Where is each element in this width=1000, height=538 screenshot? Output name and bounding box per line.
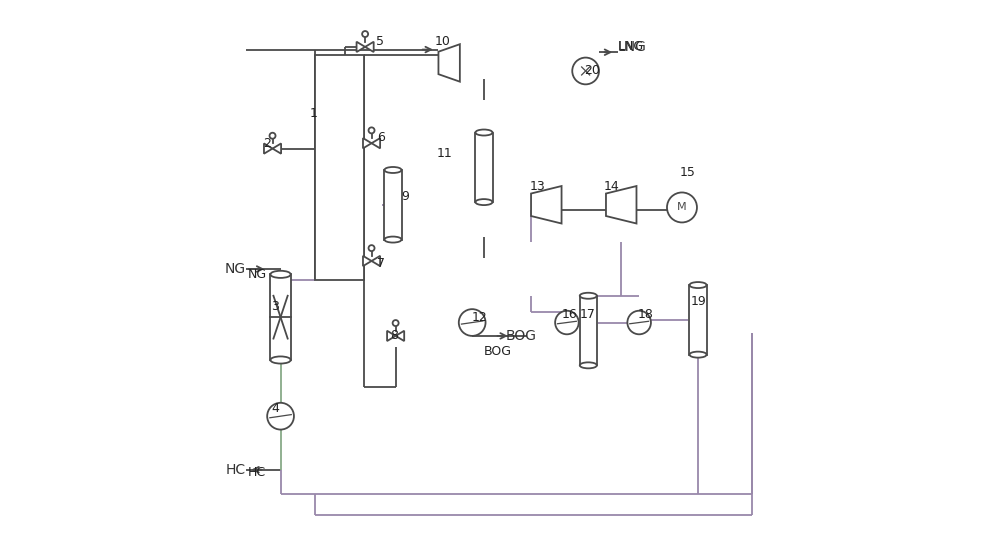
Text: M: M xyxy=(677,202,687,213)
Circle shape xyxy=(555,311,579,334)
Text: LNG: LNG xyxy=(618,40,647,54)
Circle shape xyxy=(667,193,697,222)
Ellipse shape xyxy=(475,199,493,205)
Text: 8: 8 xyxy=(390,329,398,342)
Polygon shape xyxy=(438,44,460,82)
Polygon shape xyxy=(606,186,636,223)
Ellipse shape xyxy=(689,282,707,288)
Bar xyxy=(270,274,291,360)
Text: BOG: BOG xyxy=(505,329,536,343)
Text: 12: 12 xyxy=(472,310,488,324)
Text: 3: 3 xyxy=(271,300,279,313)
Text: 18: 18 xyxy=(638,308,653,321)
Text: 10: 10 xyxy=(435,35,451,48)
Polygon shape xyxy=(363,256,372,266)
Ellipse shape xyxy=(384,237,402,243)
Text: 4: 4 xyxy=(271,402,279,415)
Circle shape xyxy=(572,58,599,84)
Text: HC: HC xyxy=(247,466,266,479)
Text: NG: NG xyxy=(225,262,246,276)
Text: 9: 9 xyxy=(401,190,409,203)
Text: 14: 14 xyxy=(603,180,619,193)
Text: HC: HC xyxy=(226,463,246,477)
Text: 1: 1 xyxy=(310,107,318,121)
Text: 13: 13 xyxy=(529,180,545,193)
Polygon shape xyxy=(531,186,562,223)
Ellipse shape xyxy=(475,130,493,136)
Text: 16: 16 xyxy=(562,308,578,321)
Ellipse shape xyxy=(270,357,291,364)
Text: 11: 11 xyxy=(437,147,453,160)
Ellipse shape xyxy=(384,167,402,173)
Text: 7: 7 xyxy=(377,257,385,270)
Circle shape xyxy=(369,245,375,251)
Ellipse shape xyxy=(580,293,597,299)
Polygon shape xyxy=(365,42,374,52)
Text: 20: 20 xyxy=(584,65,600,77)
Text: NG: NG xyxy=(247,268,267,281)
Circle shape xyxy=(627,311,651,334)
Text: 6: 6 xyxy=(377,131,385,144)
Text: 15: 15 xyxy=(680,166,696,179)
Text: 19: 19 xyxy=(691,295,707,308)
Text: BOG: BOG xyxy=(484,345,512,358)
Bar xyxy=(384,170,402,239)
Polygon shape xyxy=(357,42,365,52)
Circle shape xyxy=(393,320,399,326)
Polygon shape xyxy=(387,331,396,341)
Bar xyxy=(315,55,364,280)
Bar xyxy=(475,132,493,202)
Circle shape xyxy=(270,133,276,139)
Circle shape xyxy=(362,31,368,37)
Text: 5: 5 xyxy=(376,35,384,48)
Bar xyxy=(580,296,597,365)
Polygon shape xyxy=(363,138,372,148)
Text: 2: 2 xyxy=(263,137,271,150)
Polygon shape xyxy=(273,144,281,154)
Bar xyxy=(689,285,707,355)
Ellipse shape xyxy=(689,352,707,358)
Circle shape xyxy=(267,403,294,429)
Text: 17: 17 xyxy=(580,308,596,321)
Polygon shape xyxy=(372,256,380,266)
Text: LNG: LNG xyxy=(618,40,644,53)
Circle shape xyxy=(369,128,375,133)
Circle shape xyxy=(459,309,486,336)
Ellipse shape xyxy=(270,271,291,278)
Polygon shape xyxy=(396,331,404,341)
Polygon shape xyxy=(264,144,273,154)
Polygon shape xyxy=(372,138,380,148)
Ellipse shape xyxy=(580,362,597,369)
